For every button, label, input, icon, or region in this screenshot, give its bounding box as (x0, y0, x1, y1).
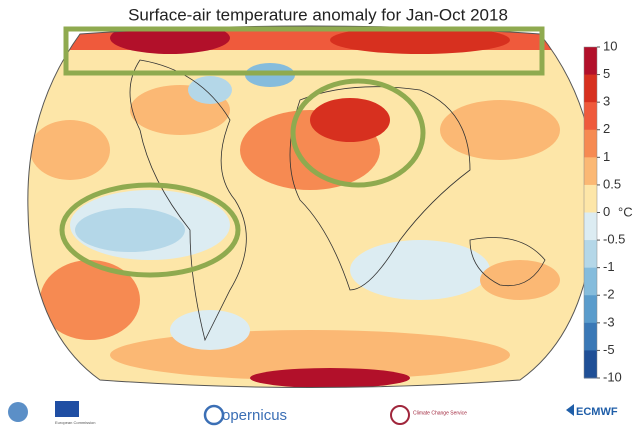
highlight-arctic (63, 26, 545, 76)
colorbar-label: 10 (603, 38, 617, 53)
map-title: Surface-air temperature anomaly for Jan-… (128, 5, 508, 24)
colorbar-label: -2 (603, 287, 615, 302)
logos: European Commission opernicus Climate Ch… (8, 401, 618, 426)
colorbar-segment (584, 212, 597, 241)
colorbar-segment (584, 184, 597, 213)
colorbar-label: -0.5 (603, 232, 625, 247)
ecmwf-mark (566, 404, 574, 416)
colorbar-label: -5 (603, 342, 615, 357)
wmo-logo (8, 402, 28, 422)
copernicus-c (203, 404, 225, 426)
colorbar-segment (584, 157, 597, 186)
eu-label: European Commission (55, 420, 95, 425)
colorbar-label: 5 (603, 66, 610, 81)
colorbar-label: -3 (603, 314, 615, 329)
colorbar-segment (584, 74, 597, 103)
colorbar-segment (584, 267, 597, 296)
colorbar-segment (584, 350, 597, 379)
copernicus-label: opernicus (222, 407, 287, 424)
eu-flag (55, 401, 79, 417)
highlight-europe (290, 78, 426, 188)
colorbar-label: -1 (603, 259, 615, 274)
colorbar-segment (584, 47, 597, 76)
colorbar: 10 5 3 2 1 0.5 0 -0.5 -1 -2 -3 -5 -10 (583, 38, 625, 384)
colorbar-segment (584, 129, 597, 158)
colorbar-label: 0.5 (603, 176, 621, 191)
c3s-label: Climate Change Service (413, 410, 467, 416)
colorbar-label: 3 (603, 94, 610, 109)
c3s-logo (390, 405, 410, 425)
colorbar-segment (584, 240, 597, 269)
colorbar-segment (584, 102, 597, 131)
ecmwf-label: ECMWF (576, 406, 618, 418)
colorbar-label: 2 (603, 121, 610, 136)
colorbar-label: 1 (603, 149, 610, 164)
highlight-pacific (59, 182, 241, 278)
colorbar-label: -10 (603, 369, 622, 384)
colorbar-segment (584, 322, 597, 351)
colorbar-label: 0 (603, 204, 610, 219)
colorbar-unit: °C (618, 204, 633, 219)
colorbar-segment (584, 295, 597, 324)
